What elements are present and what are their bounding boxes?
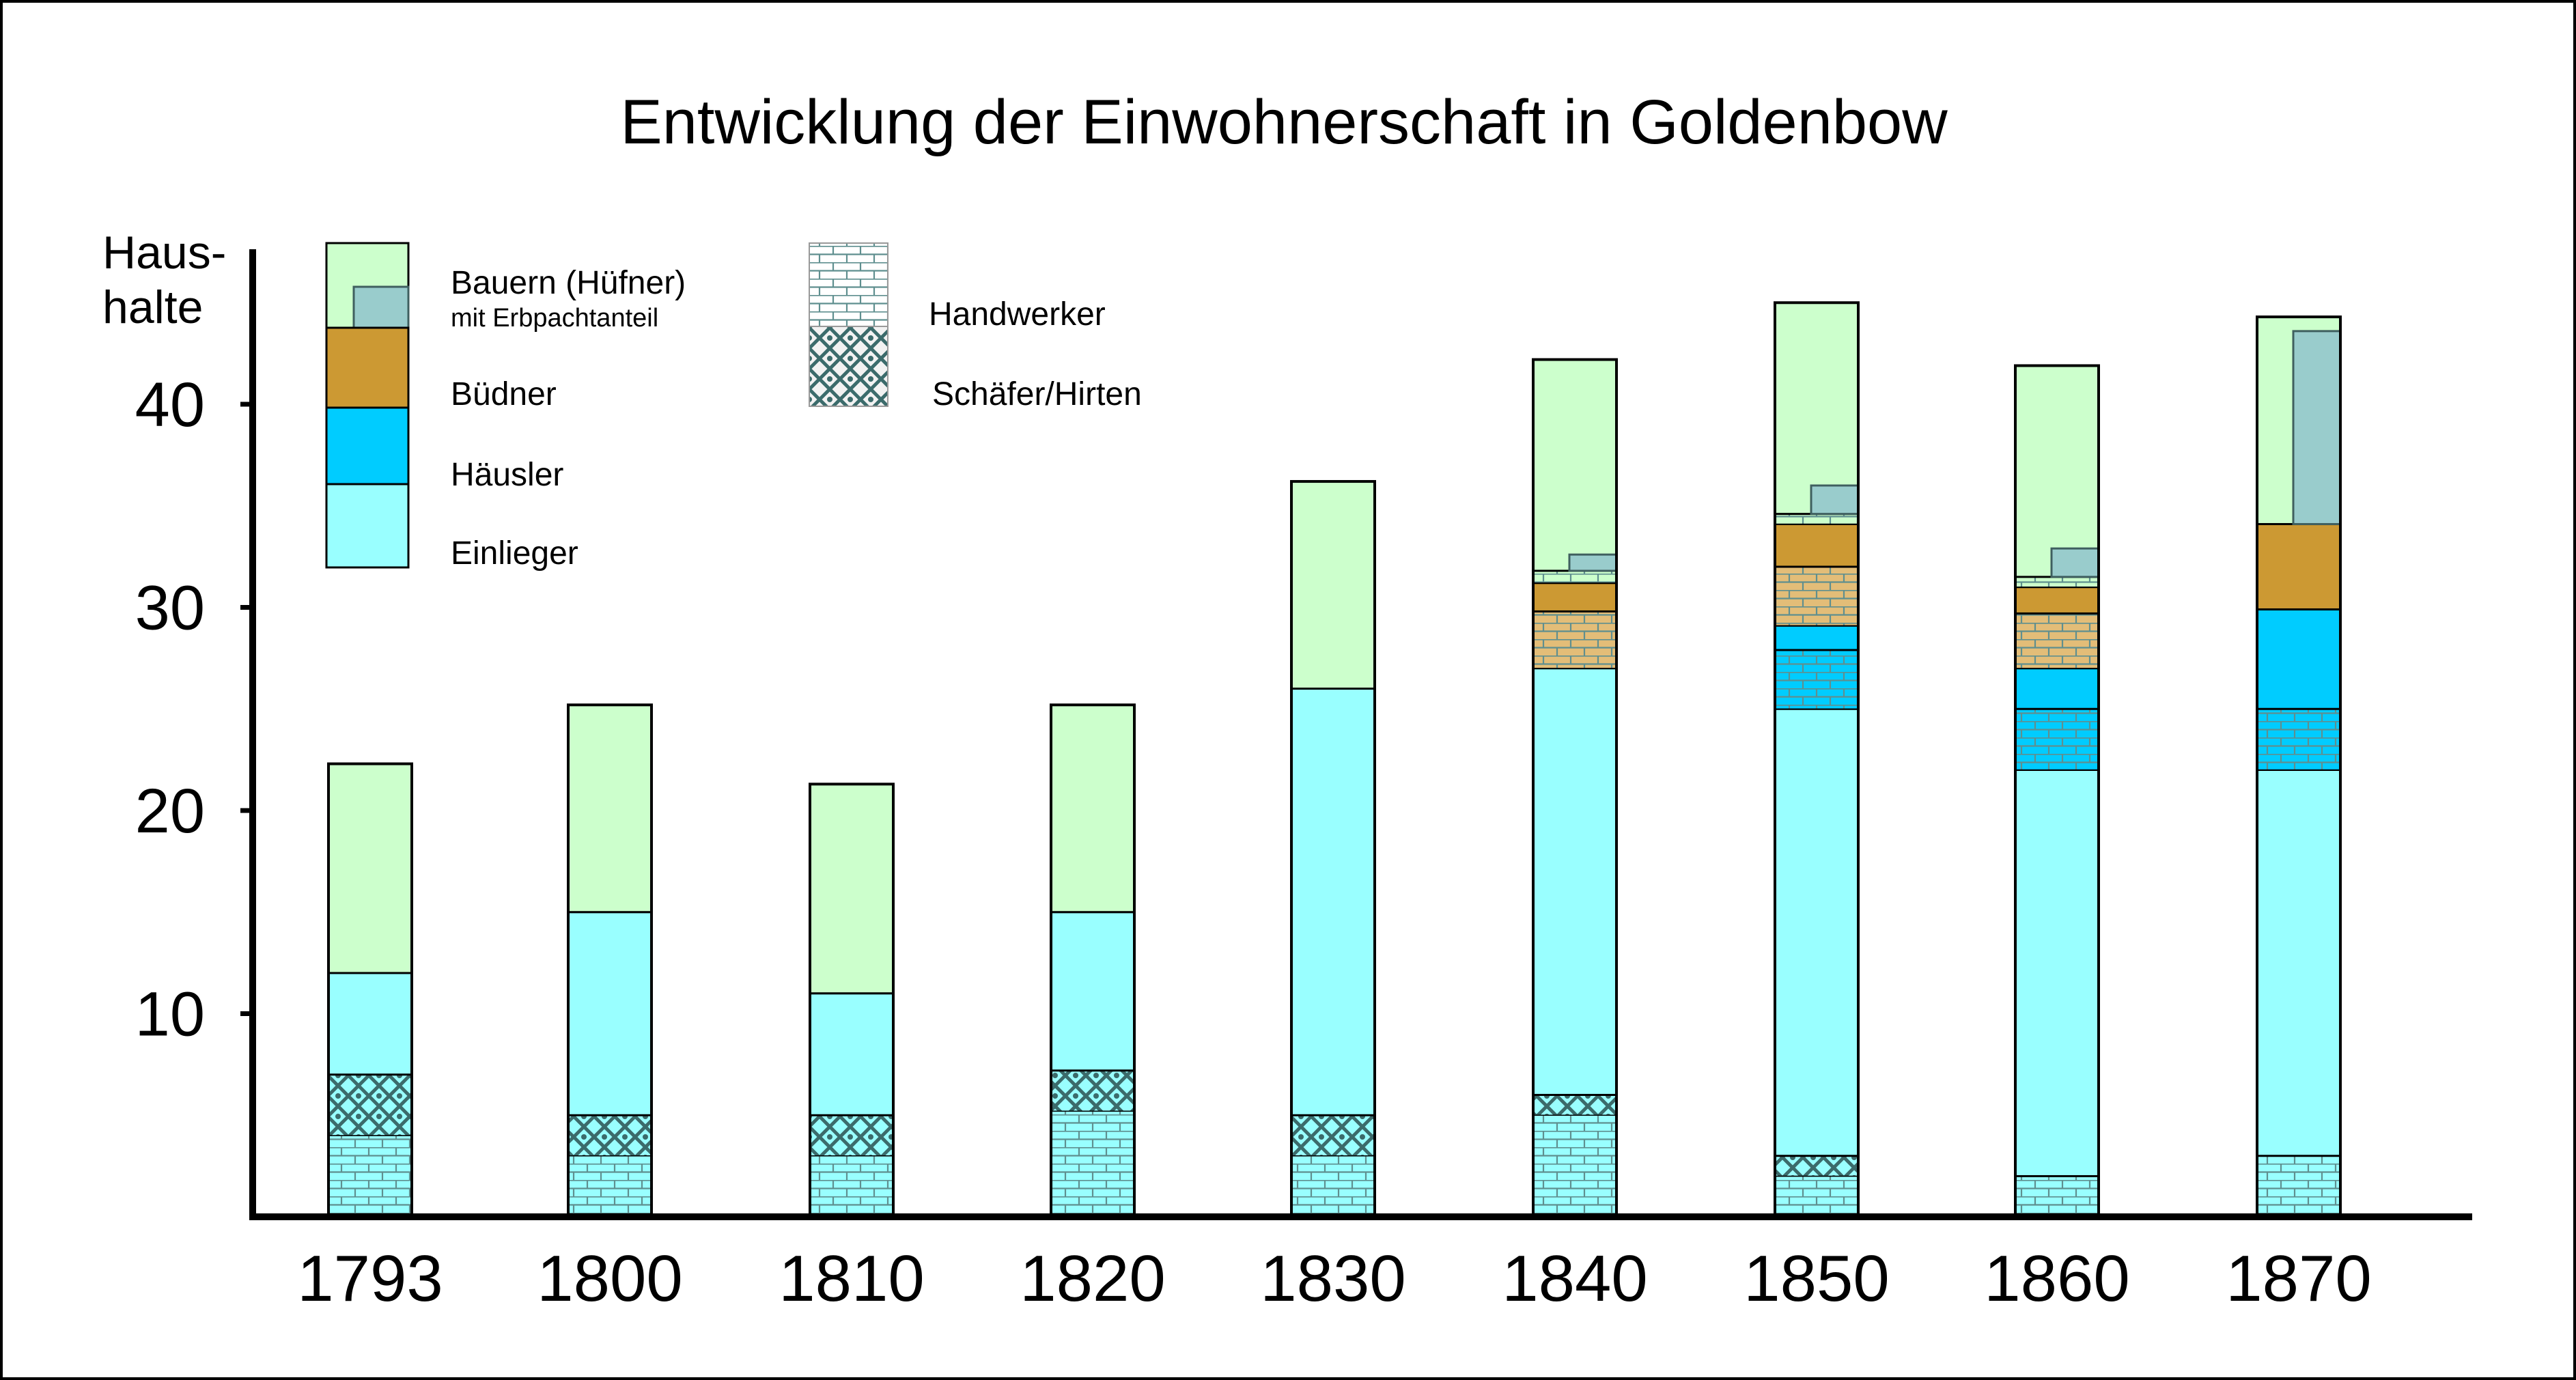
x-tick-label-1860: 1860 — [1984, 1242, 2130, 1315]
legend: Bauern (Hüfner) mit Erbpachtanteil Büdner H… — [325, 242, 1142, 572]
x-tick-label-1820: 1820 — [1020, 1242, 1166, 1315]
bar-1820-einlieger-solid — [1050, 911, 1136, 1072]
bar-1840-einlieger-brick — [1532, 1114, 1617, 1217]
x-axis: 1793 1800 1810 1820 1830 1840 1850 1860 1870 — [249, 1213, 2472, 1315]
bar-1850-bauern-brick — [1774, 513, 1859, 525]
y-tick-label-10: 10 — [135, 980, 205, 1050]
bar-1840-bauern-solid — [1532, 358, 1618, 572]
legend-swatch-buedner — [325, 326, 410, 409]
bar-1850-einlieger-weave — [1774, 1155, 1859, 1177]
bar-1850-einlieger-solid — [1774, 707, 1860, 1157]
bar-1850-bauern-solid — [1774, 301, 1860, 516]
bar-1800-einlieger-brick — [568, 1155, 652, 1217]
bar-1840-buedner-brick — [1532, 610, 1617, 669]
bar-1840-einlieger-solid — [1532, 667, 1618, 1096]
bar-1830-einlieger-brick — [1291, 1155, 1375, 1217]
bar-1840-buedner-solid — [1532, 582, 1618, 612]
legend-label-bauern: Bauern (Hüfner) — [451, 265, 686, 301]
x-tick-label-1800: 1800 — [537, 1242, 683, 1315]
legend-label-handwerker: Handwerker — [929, 296, 1106, 333]
bar-1840-einlieger-weave — [1532, 1094, 1617, 1116]
x-tick-label-1830: 1830 — [1260, 1242, 1406, 1315]
bar-1860-buedner-brick — [2015, 612, 2099, 669]
bar-1800-bauern-solid — [567, 703, 653, 914]
bar-1840-erbpacht — [1568, 553, 1618, 572]
bar-1810-bauern-solid — [809, 783, 895, 995]
bar-1793-bauern-solid — [327, 763, 413, 974]
bar-1860-einlieger-solid — [2014, 769, 2100, 1177]
bar-1870-erbpacht — [2292, 330, 2342, 526]
y-axis-label-line1: Haus- — [102, 227, 226, 279]
bar-1810-einlieger-solid — [809, 992, 895, 1116]
bar-1860-bauern-solid — [2014, 364, 2100, 578]
bar-1800-einlieger-weave — [568, 1114, 652, 1157]
bar-1830-einlieger-weave — [1291, 1114, 1375, 1157]
bar-1860-einlieger-brick — [2015, 1175, 2099, 1217]
bar-1860-erbpacht — [2050, 547, 2100, 578]
bar-1870-haeusler-solid — [2256, 608, 2342, 710]
y-axis: 10 20 30 40 — [135, 249, 256, 1220]
x-tick-label-1793: 1793 — [297, 1242, 443, 1315]
bar-1850-einlieger-brick — [1774, 1175, 1859, 1217]
bars — [327, 301, 2342, 1219]
x-tick-label-1870: 1870 — [2226, 1242, 2372, 1315]
legend-label-buedner: Büdner — [451, 376, 557, 412]
chart-title: Entwicklung der Einwohnerschaft in Golde… — [620, 87, 1948, 157]
bar-1820-einlieger-weave — [1050, 1070, 1135, 1112]
bar-1793-einlieger-brick — [328, 1135, 412, 1217]
y-axis-label-line2: halte — [102, 281, 203, 333]
x-tick-label-1840: 1840 — [1502, 1242, 1648, 1315]
bar-1830-einlieger-solid — [1290, 688, 1376, 1116]
bar-1870-haeusler-brick — [2256, 708, 2341, 771]
bar-1800-einlieger-solid — [567, 911, 653, 1116]
bar-1850-buedner-brick — [1774, 566, 1859, 627]
bar-1810-einlieger-weave — [809, 1114, 894, 1157]
y-tick-label-30: 30 — [135, 574, 205, 643]
legend-swatch-haeusler — [325, 406, 410, 485]
legend-label-einlieger: Einlieger — [451, 535, 578, 572]
bar-1820-einlieger-brick — [1050, 1110, 1135, 1217]
bar-1850-erbpacht — [1810, 484, 1860, 516]
y-tick-label-40: 40 — [135, 370, 205, 440]
bar-1850-haeusler-brick — [1774, 649, 1859, 709]
y-tick-label-20: 20 — [135, 776, 205, 846]
legend-sublabel-erbpacht: mit Erbpachtanteil — [451, 304, 658, 333]
bar-1793-einlieger-solid — [327, 972, 413, 1076]
x-tick-label-1810: 1810 — [779, 1242, 925, 1315]
bar-1870-einlieger-brick — [2256, 1155, 2341, 1217]
legend-swatch-einlieger — [325, 483, 410, 569]
bar-1860-bauern-brick — [2015, 576, 2099, 588]
legend-label-schaefer: Schäfer/Hirten — [932, 376, 1142, 412]
x-tick-label-1850: 1850 — [1744, 1242, 1890, 1315]
bar-1860-haeusler-brick — [2015, 708, 2099, 771]
bar-1840-bauern-brick — [1532, 570, 1617, 584]
legend-swatch-erbpacht — [352, 285, 410, 329]
bar-1820-bauern-solid — [1050, 703, 1136, 914]
bar-1793-einlieger-weave — [328, 1074, 412, 1136]
legend-label-haeusler: Häusler — [451, 457, 563, 493]
bar-1870-buedner-solid — [2256, 523, 2342, 610]
bar-1860-buedner-solid — [2014, 586, 2100, 615]
legend-swatch-handwerker — [809, 242, 888, 327]
bar-1860-haeusler-solid — [2014, 667, 2100, 710]
legend-swatch-schaefer — [809, 326, 888, 407]
bar-1810-einlieger-brick — [809, 1155, 894, 1217]
bar-1870-einlieger-solid — [2256, 769, 2342, 1157]
bar-1850-haeusler-solid — [1774, 624, 1860, 651]
bar-1850-buedner-solid — [1774, 523, 1860, 568]
bar-1830-bauern-solid — [1290, 480, 1376, 690]
